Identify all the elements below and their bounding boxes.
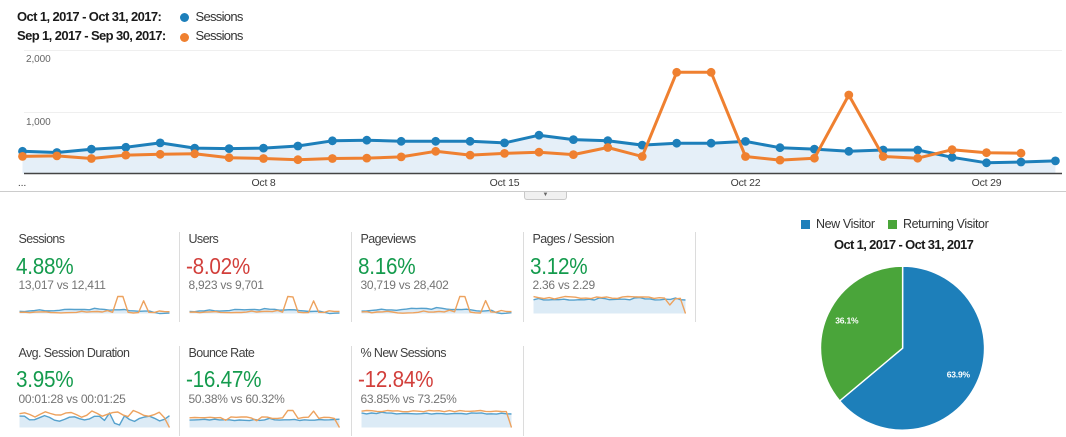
svg-text:36.1%: 36.1% bbox=[835, 315, 859, 325]
svg-text:63.9%: 63.9% bbox=[947, 369, 971, 379]
